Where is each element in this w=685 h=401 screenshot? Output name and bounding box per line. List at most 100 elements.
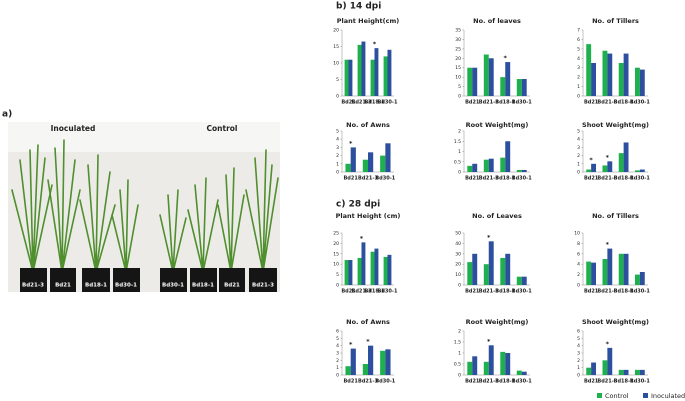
x-tick-label: Bd30-1	[378, 100, 398, 106]
bar	[607, 53, 613, 96]
significance-mark: *	[360, 234, 364, 242]
x-tick-label: Bd30-1	[630, 176, 650, 182]
legend-swatch	[643, 393, 648, 398]
x-tick-label: Bd21-3	[597, 176, 617, 182]
significance-mark: *	[606, 153, 610, 161]
bar	[488, 241, 494, 285]
bar	[591, 362, 596, 375]
bar	[500, 351, 506, 375]
x-tick-label: Bd21	[584, 100, 599, 106]
pot-label: Bd30-1	[162, 283, 184, 289]
y-tick-label: 1.5	[454, 340, 461, 346]
bar	[345, 366, 351, 375]
bar	[350, 147, 356, 172]
y-tick-label: 2	[577, 75, 580, 81]
y-tick-label: 20	[455, 56, 461, 62]
chart-title: Root Weight(mg)	[466, 121, 529, 129]
pot-label: Bd30-1	[115, 283, 137, 289]
y-tick-label: 1	[336, 365, 339, 371]
y-tick-label: 15	[333, 251, 339, 257]
y-tick-label: 40	[455, 241, 461, 247]
x-tick-label: Bd18-1	[614, 289, 634, 295]
x-tick-label: Bd21	[584, 379, 599, 385]
x-tick-label: Bd21	[465, 100, 480, 106]
legend-swatch	[597, 393, 602, 398]
bar	[639, 169, 645, 172]
bar	[586, 44, 592, 96]
bar	[383, 56, 388, 96]
bar	[467, 67, 473, 96]
chart-title: Shoot Weight(mg)	[582, 121, 649, 129]
chart-title: No. of leaves	[473, 17, 521, 25]
x-tick-label: Bd30-1	[512, 289, 532, 295]
significance-mark: *	[589, 156, 593, 164]
bar	[385, 143, 391, 172]
y-tick-label: 25	[333, 231, 339, 237]
y-tick-label: 4	[336, 137, 339, 143]
bar	[623, 253, 629, 285]
y-tick-label: 4	[577, 56, 580, 62]
pot-label: Bd21-3	[22, 283, 44, 289]
y-tick-label: 0	[458, 283, 461, 289]
y-tick-label: 0	[458, 94, 461, 100]
x-tick-label: Bd21-3	[352, 289, 372, 295]
bar	[505, 62, 511, 96]
y-tick-label: 10	[333, 61, 339, 67]
bar	[370, 59, 375, 96]
y-tick-label: 0	[458, 373, 461, 379]
group-label: Control	[206, 124, 237, 133]
chart-title: No. of Awns	[346, 121, 390, 129]
y-tick-label: 3	[577, 145, 580, 151]
bar	[380, 350, 386, 375]
y-tick-label: 6	[336, 329, 339, 335]
bar	[350, 348, 356, 375]
bar	[467, 262, 473, 285]
x-tick-label: Bd21	[341, 289, 356, 295]
bar	[387, 254, 392, 285]
bar	[607, 347, 613, 375]
x-tick-label: Bd21-3	[597, 289, 617, 295]
y-tick-label: 5	[577, 129, 580, 135]
bar	[368, 345, 374, 375]
y-tick-label: 2	[336, 358, 339, 364]
bar	[623, 142, 629, 172]
pot-label: Bd18-1	[192, 283, 214, 289]
y-tick-label: 2	[577, 153, 580, 159]
bar	[488, 158, 494, 172]
bar	[472, 163, 478, 172]
bar	[521, 169, 527, 172]
x-tick-label: Bd30-1	[630, 100, 650, 106]
legend-label: Control	[605, 392, 629, 400]
chart-title: Plant Height(cm)	[337, 17, 399, 25]
significance-mark: *	[349, 341, 353, 349]
panel-label: c) 28 dpi	[336, 200, 380, 210]
bar	[635, 369, 640, 375]
x-tick-label: Bd21-3	[358, 176, 378, 182]
bar	[488, 345, 494, 375]
bar	[505, 253, 511, 285]
x-tick-label: Bd21-3	[479, 289, 499, 295]
y-tick-label: 10	[333, 262, 339, 268]
x-tick-label: Bd21	[343, 176, 358, 182]
x-tick-label: Bd21	[341, 100, 356, 106]
y-tick-label: 8	[577, 241, 580, 247]
x-tick-label: Bd18-1	[495, 100, 515, 106]
x-tick-label: Bd18-1	[614, 176, 634, 182]
y-tick-label: 3	[336, 351, 339, 357]
bar	[639, 369, 645, 375]
y-tick-label: 10	[455, 75, 461, 81]
chart-title: No. of Tillers	[592, 17, 639, 25]
group-label: Inoculated	[51, 124, 96, 133]
y-tick-label: 5	[458, 84, 461, 90]
bar	[607, 161, 613, 172]
bar	[467, 361, 473, 375]
bar	[591, 262, 596, 285]
bar	[602, 259, 608, 285]
bar	[516, 370, 522, 375]
bar	[361, 242, 366, 285]
bar	[607, 248, 613, 285]
chart-title: No. of Awns	[346, 318, 390, 326]
y-tick-label: 6	[577, 37, 580, 43]
y-tick-label: 2	[458, 129, 461, 135]
y-tick-label: 7	[577, 28, 580, 34]
